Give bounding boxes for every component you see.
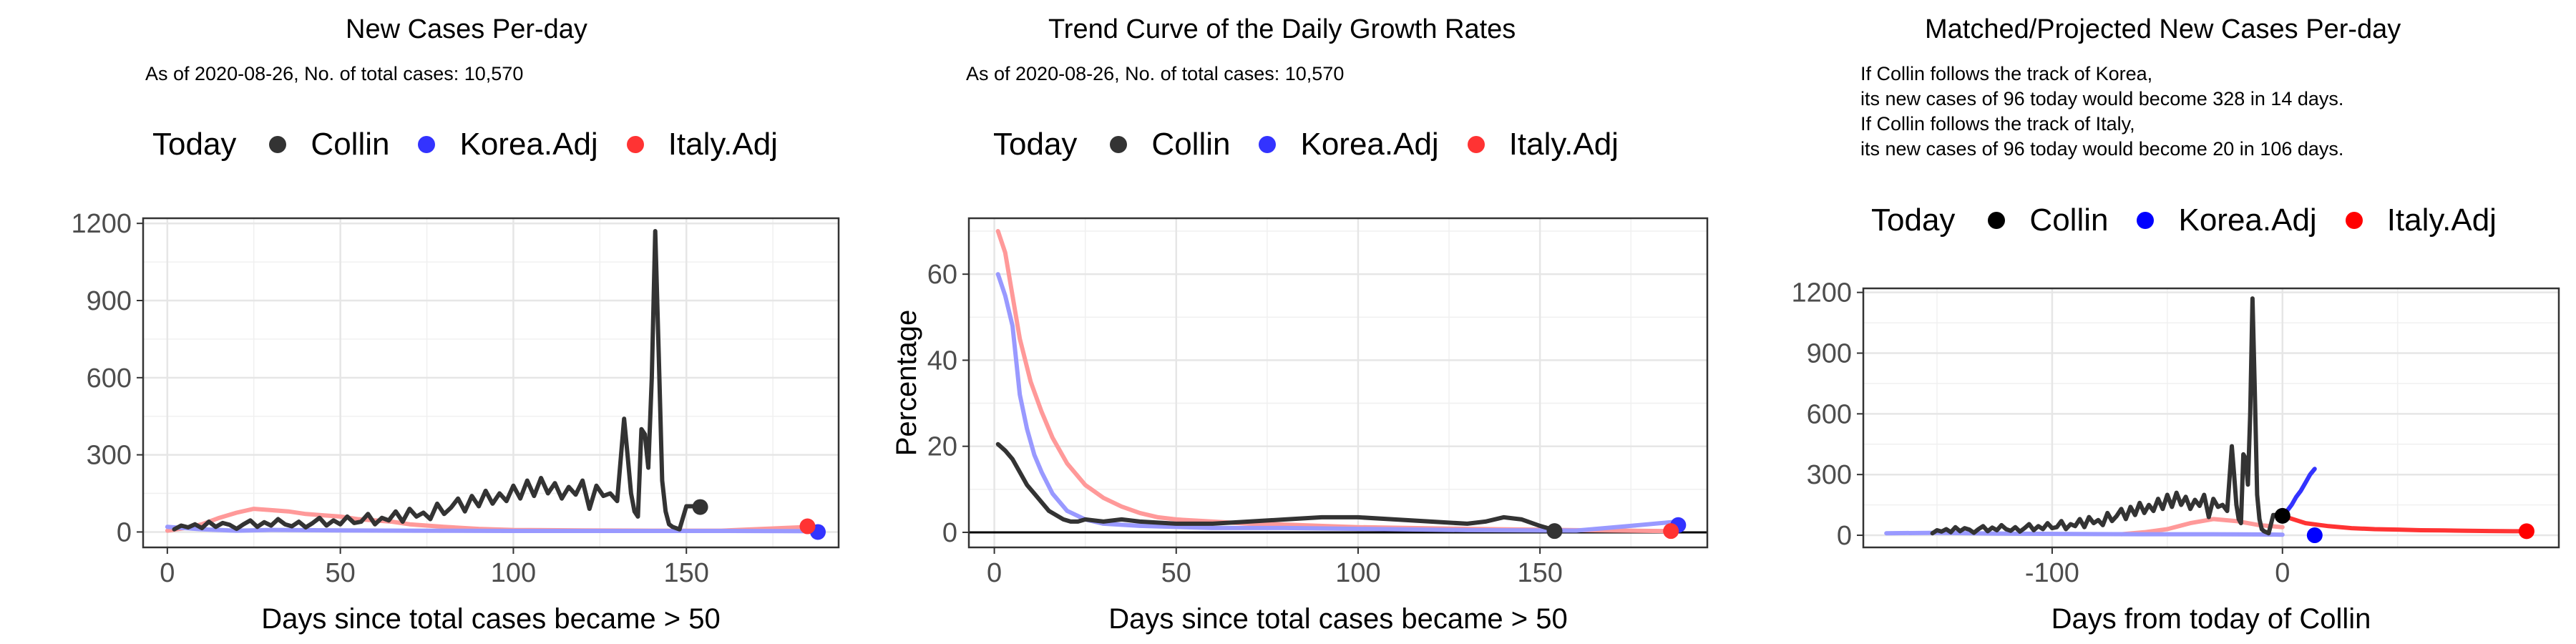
chart-panel-2: Trend Curve of the Daily Growth Rates As… bbox=[873, 0, 1724, 644]
y-tick-label: 60 bbox=[927, 260, 957, 290]
x-tick-label: 150 bbox=[664, 558, 709, 588]
x-tick-label: -100 bbox=[2025, 558, 2079, 588]
x-axis-title: Days since total cases became > 50 bbox=[261, 603, 720, 635]
x-tick-label: 150 bbox=[1517, 558, 1562, 588]
y-axis-title: Percentage bbox=[891, 310, 922, 457]
x-tick-label: 50 bbox=[1161, 558, 1191, 588]
y-tick-label: 900 bbox=[1807, 339, 1852, 369]
y-tick-label: 600 bbox=[87, 364, 132, 394]
y-tick-label: 1200 bbox=[1791, 278, 1852, 308]
y-tick-label: 600 bbox=[1807, 399, 1852, 429]
chart-panel-3: Matched/Projected New Cases Per-day If C… bbox=[1724, 0, 2576, 644]
y-tick-label: 300 bbox=[87, 441, 132, 471]
y-tick-label: 0 bbox=[1837, 521, 1852, 551]
today-point-collin-today bbox=[2275, 508, 2290, 524]
today-point-collin-today bbox=[693, 499, 708, 515]
y-tick-label: 300 bbox=[1807, 460, 1852, 490]
y-tick-label: 0 bbox=[942, 518, 957, 548]
today-point-italy-adj-today bbox=[1663, 523, 1679, 539]
y-tick-label: 900 bbox=[87, 286, 132, 316]
y-tick-label: 1200 bbox=[71, 209, 132, 239]
series-line-korea-adj bbox=[1886, 533, 2283, 535]
x-tick-label: 0 bbox=[987, 558, 1002, 588]
today-point-collin-today bbox=[1546, 523, 1562, 539]
x-tick-label: 0 bbox=[160, 558, 175, 588]
y-tick-label: 40 bbox=[927, 346, 957, 376]
today-point-italy-adj-today bbox=[799, 519, 815, 535]
chart-plot-2: 0 50 100 150 0 20 40 60 Days since total cases b… bbox=[873, 0, 1724, 644]
plot-background bbox=[969, 218, 1707, 547]
x-tick-label: 50 bbox=[326, 558, 356, 588]
x-axis-title: Days from today of Collin bbox=[2051, 603, 2371, 635]
x-tick-label: 100 bbox=[491, 558, 536, 588]
chart-plot-1: 0 50 100 150 0 300 600 900 1200 Days since total … bbox=[0, 0, 873, 644]
x-tick-label: 100 bbox=[1335, 558, 1380, 588]
y-tick-label: 20 bbox=[927, 432, 957, 462]
x-axis-title: Days since total cases became > 50 bbox=[1108, 603, 1567, 635]
today-point-korea-adj-end bbox=[2307, 527, 2323, 543]
today-point-italy-adj-end bbox=[2519, 523, 2534, 539]
y-tick-label: 0 bbox=[117, 517, 132, 547]
chart-plot-3: -100 0 0 300 600 900 1200 Days from today of Co… bbox=[1724, 0, 2576, 644]
x-tick-label: 0 bbox=[2275, 558, 2290, 588]
chart-panel-1: New Cases Per-day As of 2020-08-26, No. … bbox=[0, 0, 873, 644]
